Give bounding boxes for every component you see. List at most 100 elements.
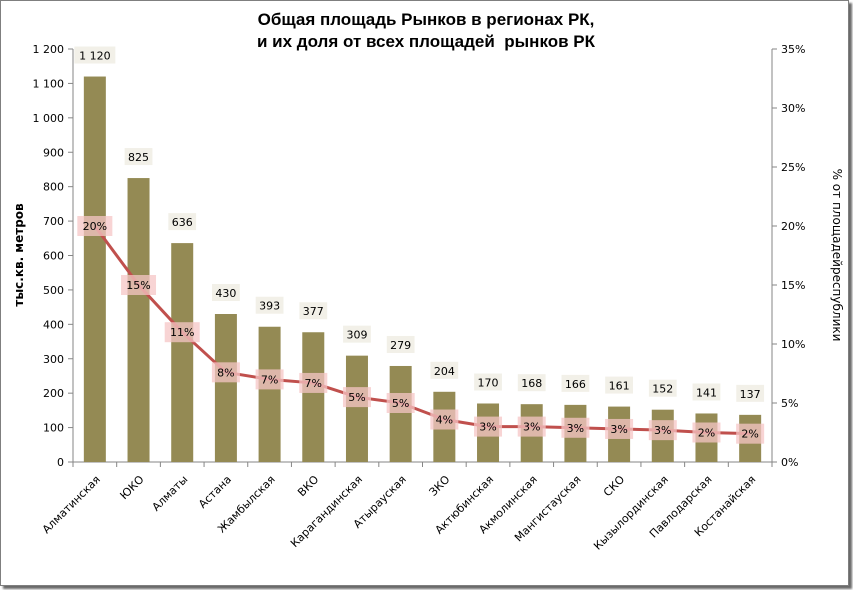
pct-label: 7% bbox=[305, 377, 322, 390]
y2-tick-label: 30% bbox=[781, 102, 805, 115]
bar-label-bg bbox=[299, 302, 328, 320]
pct-label-bg bbox=[561, 417, 590, 438]
bar-label: 141 bbox=[696, 386, 717, 399]
bar-label: 430 bbox=[215, 287, 236, 300]
pct-label-bg bbox=[77, 216, 113, 236]
pct-label: 2% bbox=[741, 428, 758, 441]
pct-label: 3% bbox=[654, 424, 671, 437]
y-tick-label: 400 bbox=[43, 318, 64, 331]
bar-label: 1 120 bbox=[79, 50, 111, 63]
pct-label-bg bbox=[430, 409, 459, 430]
bars-group bbox=[83, 76, 762, 463]
pct-label-bg bbox=[517, 416, 546, 437]
pct-label: 4% bbox=[436, 414, 453, 427]
pct-label: 11% bbox=[170, 326, 194, 339]
x-tick-label: ЗКО bbox=[427, 473, 453, 499]
bar-label: 636 bbox=[172, 216, 193, 229]
pct-label: 7% bbox=[261, 373, 278, 386]
bar-label-bg bbox=[343, 325, 371, 343]
y-tick-label: 300 bbox=[43, 353, 64, 366]
y-tick-label: 900 bbox=[43, 146, 64, 159]
y-axis-label: тыс.кв. метров bbox=[12, 203, 26, 307]
x-tick-label: СКО bbox=[601, 473, 628, 500]
bar-label: 279 bbox=[390, 339, 411, 352]
bar bbox=[83, 76, 106, 463]
y-tick-label: 100 bbox=[43, 422, 64, 435]
bar bbox=[127, 178, 150, 462]
y-tick-label: 700 bbox=[43, 215, 64, 228]
y2-tick-label: 0% bbox=[781, 456, 798, 469]
pct-label: 2% bbox=[698, 427, 715, 440]
chart-title: Общая площадь Рынков в регионах РК, и их… bbox=[131, 9, 721, 53]
bar-label-bg bbox=[605, 376, 633, 394]
y2-tick-label: 15% bbox=[781, 279, 805, 292]
bar-label: 161 bbox=[609, 380, 630, 393]
pct-label-bg bbox=[342, 387, 371, 408]
y-tick-label: 200 bbox=[43, 387, 64, 400]
bar-label: 137 bbox=[740, 388, 761, 401]
bar-label-bg bbox=[561, 374, 590, 392]
pct-label-bg bbox=[121, 275, 157, 295]
bar-label-bg bbox=[517, 374, 546, 392]
bar-label-bg bbox=[124, 148, 153, 166]
bar-label: 166 bbox=[565, 378, 586, 391]
bar-label-bg bbox=[474, 373, 502, 391]
bar-label-bg bbox=[648, 379, 677, 397]
x-tick-label: Алматы bbox=[150, 473, 191, 514]
y2-tick-label: 10% bbox=[781, 338, 805, 351]
pct-label: 8% bbox=[217, 366, 234, 379]
bar-label-bg bbox=[736, 384, 765, 402]
bar-label: 152 bbox=[652, 383, 673, 396]
y-tick-label: 600 bbox=[43, 250, 64, 263]
bar bbox=[345, 355, 368, 462]
labels-group: 1 120 825 636 430 393 377 309 279 204 170 168 166 16… bbox=[74, 46, 765, 444]
x-tick-label: Кызылординская bbox=[591, 473, 671, 553]
chart-title-line-1: Общая площадь Рынков в регионах РК, bbox=[257, 10, 595, 29]
bar-label-bg bbox=[212, 284, 240, 302]
bar-label-bg bbox=[692, 383, 721, 401]
bar-label-bg bbox=[168, 213, 197, 231]
pct-label: 5% bbox=[392, 397, 409, 410]
y2-tick-label: 5% bbox=[781, 397, 798, 410]
bar-label: 168 bbox=[521, 377, 542, 390]
y-tick-label: 500 bbox=[43, 284, 64, 297]
pct-label-bg bbox=[255, 369, 284, 390]
bar-label: 204 bbox=[434, 365, 455, 378]
y-tick-label: 800 bbox=[43, 181, 64, 194]
x-tick-label: ВКО bbox=[295, 473, 321, 499]
bar-label: 825 bbox=[128, 151, 149, 164]
chart-title-line-2: и их доля от всех площадей рынков РК bbox=[257, 32, 595, 51]
y2-tick-label: 25% bbox=[781, 161, 805, 174]
bar bbox=[214, 314, 237, 462]
pct-label-bg bbox=[299, 372, 328, 393]
pct-label-bg bbox=[211, 362, 240, 383]
pct-label-bg bbox=[474, 416, 503, 437]
bar-label: 309 bbox=[346, 329, 367, 342]
bar-label: 393 bbox=[259, 300, 280, 313]
pct-label-bg bbox=[386, 393, 415, 413]
y-tick-label: 1 100 bbox=[33, 77, 65, 90]
bar-label-bg bbox=[74, 46, 116, 64]
y2-tick-label: 35% bbox=[781, 43, 805, 56]
bar bbox=[258, 326, 281, 462]
pct-label-bg bbox=[736, 423, 765, 444]
pct-label-bg bbox=[164, 322, 200, 343]
x-tick-label: ЮКО bbox=[117, 473, 146, 502]
pct-label: 5% bbox=[348, 391, 365, 404]
bar bbox=[389, 365, 412, 462]
pct-label: 20% bbox=[83, 220, 107, 233]
pct-label: 3% bbox=[479, 421, 496, 434]
x-tick-label: Астана bbox=[196, 473, 234, 511]
y-tick-label: 1 000 bbox=[33, 112, 65, 125]
bar-label: 377 bbox=[303, 305, 324, 318]
pct-label: 15% bbox=[126, 279, 150, 292]
bar-label-bg bbox=[255, 296, 284, 314]
bar-label: 170 bbox=[478, 376, 499, 389]
y-tick-label: 1 200 bbox=[33, 43, 65, 56]
pct-label: 3% bbox=[610, 423, 627, 436]
pct-label-bg bbox=[605, 418, 634, 439]
line-group bbox=[93, 225, 751, 436]
pct-label: 3% bbox=[523, 421, 540, 434]
